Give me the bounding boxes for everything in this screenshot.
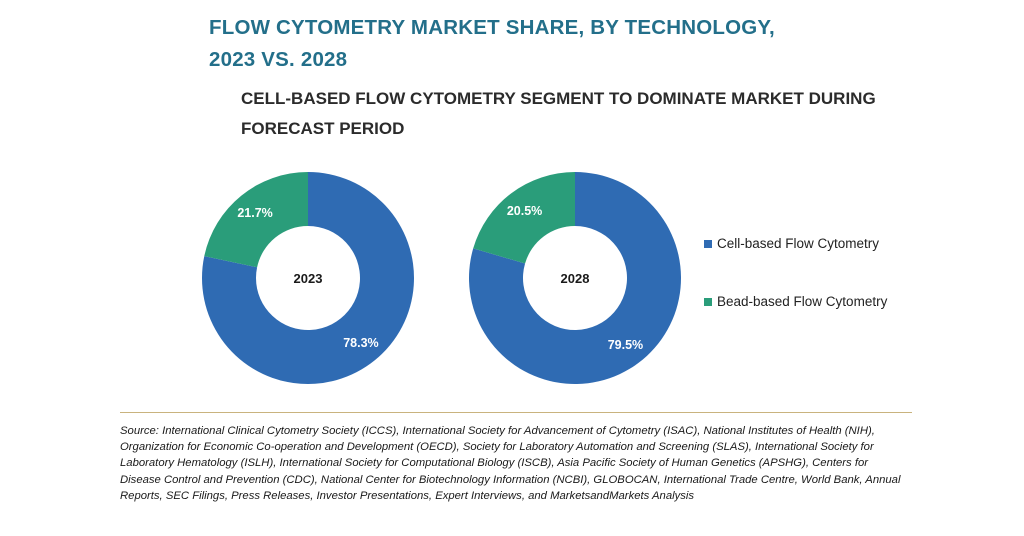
chart-title-line2: 2023 VS. 2028	[209, 48, 348, 71]
donut-charts: 78.3% 21.7% 2023 79.5% 20.5% 2028	[202, 172, 681, 384]
donut-2023-slice-bead-based	[204, 172, 308, 268]
chart-subtitle-line2: FORECAST PERIOD	[241, 119, 405, 138]
legend-item-bead-based: Bead-based Flow Cytometry	[704, 294, 887, 309]
chart-subtitle-line1: CELL-BASED FLOW CYTOMETRY SEGMENT TO DOM…	[241, 89, 876, 108]
donut-2028-slice-bead-based	[473, 172, 575, 264]
divider	[120, 412, 912, 413]
legend-swatch-bead-based	[704, 297, 712, 306]
donut-2023-label-bead-based: 21.7%	[237, 206, 272, 220]
donut-2023-slice-cell-based	[202, 172, 414, 384]
chart-title: FLOW CYTOMETRY MARKET SHARE, BY TECHNOLO…	[209, 12, 829, 76]
donut-2028-label-bead-based: 20.5%	[507, 204, 542, 218]
legend-label-cell-based: Cell-based Flow Cytometry	[717, 236, 880, 251]
donut-2023-label-cell-based: 78.3%	[343, 336, 378, 350]
source-note: Source: International Clinical Cytometry…	[120, 425, 901, 502]
legend-item-cell-based: Cell-based Flow Cytometry	[704, 236, 879, 251]
legend-label-bead-based: Bead-based Flow Cytometry	[717, 294, 888, 309]
chart-title-line1: FLOW CYTOMETRY MARKET SHARE, BY TECHNOLO…	[209, 16, 775, 39]
donut-2028-slice-cell-based	[468, 172, 681, 384]
donut-2028-center-label: 2028	[561, 271, 590, 286]
legend-swatch-cell-based	[704, 239, 712, 248]
donut-2023-center-label: 2023	[294, 271, 323, 286]
donut-2028-label-cell-based: 79.5%	[608, 338, 643, 352]
chart-subtitle: CELL-BASED FLOW CYTOMETRY SEGMENT TO DOM…	[241, 84, 881, 144]
